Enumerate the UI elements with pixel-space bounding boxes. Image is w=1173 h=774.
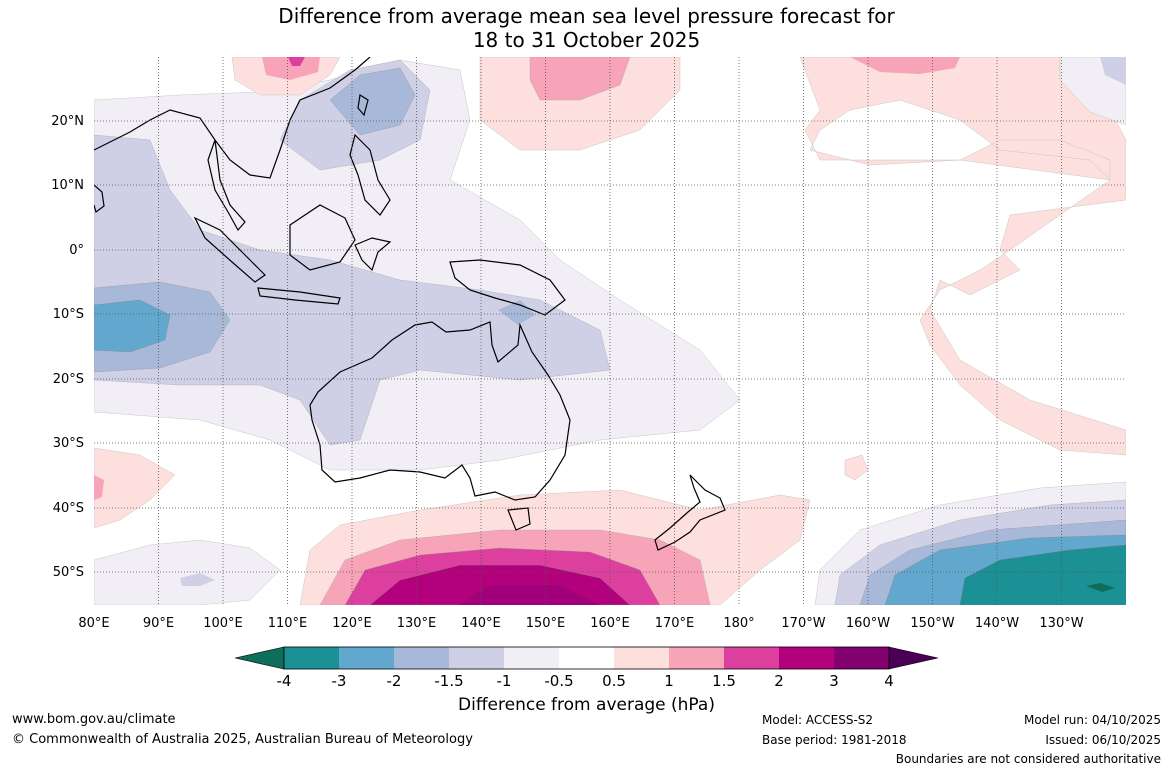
colorbar-segment-1 [284,647,339,669]
colorbar-tick-label: 1.5 [712,672,736,690]
colorbar-segment-3 [394,647,449,669]
sri-lanka-coastline [94,184,105,214]
australia-coastline [309,321,571,501]
colorbar-segment-9 [724,647,779,669]
title-line-2: 18 to 31 October 2025 [472,28,701,52]
lat-label: 20°S [53,372,84,387]
anomaly-region-minus-0-5-sw [94,539,281,605]
colorbar-tick-label: 4 [884,672,894,690]
colorbar-tick-label: -3 [332,672,347,690]
new-zealand-coastline [654,474,726,551]
pressure-anomaly-field [94,57,1126,605]
anomaly-region-minus-4-se [1086,583,1115,592]
longitude-labels: 80°E 90°E 100°E 110°E 120°E 130°E 140°E … [78,616,1083,631]
colorbar-tick-label: -2 [387,672,402,690]
lon-label: 110°E [268,616,308,631]
java-coastline [257,287,341,305]
colorbar: -4 -3 -2 -1.5 -1 -0.5 0.5 1 1.5 2 3 4 [234,646,939,690]
anomaly-region-plus-3-south [460,585,600,605]
colorbar-tick-label: -1.5 [434,672,463,690]
colorbar-segment-5 [504,647,559,669]
colorbar-title: Difference from average (hPa) [458,695,715,715]
lat-label: 10°N [51,178,84,193]
lon-label: 80°E [78,616,109,631]
colorbar-tick-label: 3 [829,672,839,690]
colorbar-frame [283,646,890,670]
footer-copyright: © Commonwealth of Australia 2025, Austra… [12,732,473,747]
colorbar-segment-12 [888,646,939,670]
colorbar-segment-7 [614,647,669,669]
sumatra-coastline [193,216,266,283]
anomaly-region-minus-1-5 [329,67,416,136]
anomaly-region-plus-1-nw [262,57,320,80]
footer-url: www.bom.gov.au/climate [12,712,176,727]
colorbar-tick-label: -1 [497,672,512,690]
anomaly-region-plus-0-5-small [844,454,869,481]
colorbar-tick-label: 0.5 [602,672,626,690]
lon-label: 140°W [975,616,1019,631]
latitude-labels: 20°N 10°N 0° 10°S 20°S 30°S 40°S 50°S [51,114,84,580]
tasmania-coastline [507,507,531,531]
map-title: Difference from average mean sea level p… [0,4,1173,52]
lon-label: 150°W [910,616,954,631]
malay-peninsula-coastline [207,139,246,232]
colorbar-segment-11 [834,647,889,669]
footer-model-run: Model run: 04/10/2025 [1023,713,1161,727]
anomaly-region-plus-1-north [529,57,631,101]
taiwan-coastline [357,94,369,117]
anomaly-region-minus-1-ne [1100,57,1126,85]
se-asia-coastline [94,57,371,179]
colorbar-tick-label: 2 [774,672,784,690]
colorbar-tick-label: 1 [664,672,674,690]
colorbar-segment-8 [669,647,724,669]
title-line-1: Difference from average mean sea level p… [278,4,895,28]
colorbar-segment-4 [449,647,504,669]
lon-label: 180° [723,616,754,631]
sulawesi-coastline [354,237,392,272]
colorbar-segment-10 [779,647,834,669]
graticule [94,57,1126,605]
footer-issued: Issued: 06/10/2025 [1045,733,1161,747]
borneo-coastline [289,204,356,271]
lat-label: 40°S [53,501,84,516]
coastlines [94,57,726,551]
lon-label: 150°E [526,616,566,631]
colorbar-segment-0 [234,646,285,670]
anomaly-region-minus-2 [94,299,171,353]
new-guinea-coastline [449,259,566,316]
footer-model: Model: ACCESS-S2 [762,713,874,727]
lon-label: 130°W [1039,616,1083,631]
lat-label: 30°S [53,436,84,451]
lat-label: 10°S [53,307,84,322]
philippines-coastline [349,133,391,216]
lon-label: 160°W [846,616,890,631]
lat-label: 50°S [53,565,84,580]
colorbar-tick-label: -4 [277,672,292,690]
lon-label: 160°E [590,616,630,631]
footer-base-period: Base period: 1981-2018 [762,733,907,747]
lon-label: 90°E [143,616,174,631]
lat-label: 20°N [51,114,84,129]
anomaly-region-plus-1-west [94,475,104,500]
anomaly-region-minus-1-sw [180,573,215,586]
lon-label: 120°E [332,616,372,631]
footer-disclaimer: Boundaries are not considered authoritat… [895,752,1161,766]
lon-label: 140°E [461,616,501,631]
colorbar-ticks: -4 -3 -2 -1.5 -1 -0.5 0.5 1 1.5 2 3 4 [277,672,894,690]
lon-label: 100°E [203,616,243,631]
anomaly-region-plus-1-5-nw [288,57,305,66]
anomaly-region-minus-3-se [959,544,1126,605]
lon-label: 170°W [781,616,825,631]
lat-label: 0° [69,243,84,258]
colorbar-segment-2 [339,647,394,669]
anomaly-region-plus-0-5-west [94,447,176,529]
colorbar-tick-label: -0.5 [544,672,573,690]
anomaly-region-minus-1-5-c [498,300,535,325]
lon-label: 170°E [655,616,695,631]
colorbar-segment-6 [559,647,614,669]
lon-label: 130°E [397,616,437,631]
